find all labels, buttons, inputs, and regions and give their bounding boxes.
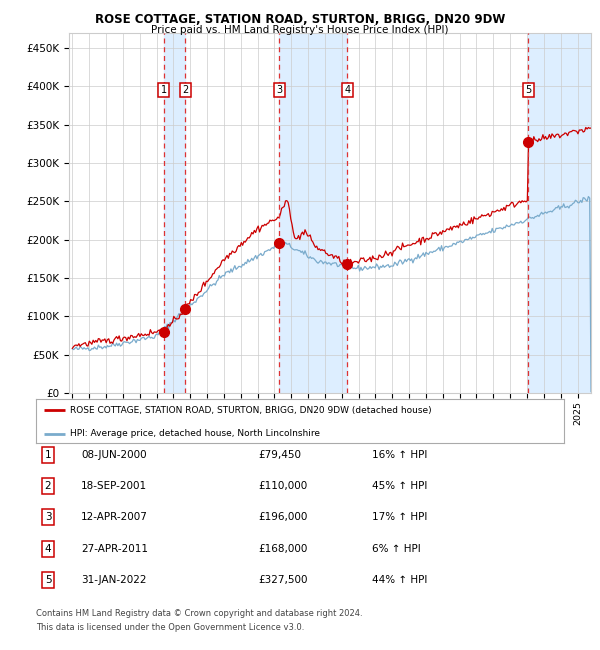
Text: Price paid vs. HM Land Registry's House Price Index (HPI): Price paid vs. HM Land Registry's House … bbox=[151, 25, 449, 34]
Text: 6% ↑ HPI: 6% ↑ HPI bbox=[372, 543, 421, 554]
Text: 31-JAN-2022: 31-JAN-2022 bbox=[81, 575, 146, 585]
Text: £327,500: £327,500 bbox=[258, 575, 308, 585]
Text: 18-SEP-2001: 18-SEP-2001 bbox=[81, 481, 147, 491]
Text: 3: 3 bbox=[44, 512, 52, 523]
Text: ROSE COTTAGE, STATION ROAD, STURTON, BRIGG, DN20 9DW: ROSE COTTAGE, STATION ROAD, STURTON, BRI… bbox=[95, 13, 505, 26]
Text: 1: 1 bbox=[44, 450, 52, 460]
Text: £79,450: £79,450 bbox=[258, 450, 301, 460]
Text: Contains HM Land Registry data © Crown copyright and database right 2024.: Contains HM Land Registry data © Crown c… bbox=[36, 608, 362, 618]
Text: 08-JUN-2000: 08-JUN-2000 bbox=[81, 450, 146, 460]
Text: £110,000: £110,000 bbox=[258, 481, 307, 491]
Text: 3: 3 bbox=[276, 85, 282, 95]
Text: £168,000: £168,000 bbox=[258, 543, 307, 554]
Bar bbox=[164, 32, 185, 393]
Text: 5: 5 bbox=[44, 575, 52, 585]
Text: 4: 4 bbox=[44, 543, 52, 554]
Text: 4: 4 bbox=[344, 85, 350, 95]
Text: 44% ↑ HPI: 44% ↑ HPI bbox=[372, 575, 427, 585]
Bar bbox=[529, 32, 591, 393]
Text: 1: 1 bbox=[161, 85, 167, 95]
Text: ROSE COTTAGE, STATION ROAD, STURTON, BRIGG, DN20 9DW (detached house): ROSE COTTAGE, STATION ROAD, STURTON, BRI… bbox=[70, 406, 432, 415]
Text: 27-APR-2011: 27-APR-2011 bbox=[81, 543, 148, 554]
Text: 17% ↑ HPI: 17% ↑ HPI bbox=[372, 512, 427, 523]
Text: 2: 2 bbox=[44, 481, 52, 491]
Text: 5: 5 bbox=[525, 85, 532, 95]
Text: 45% ↑ HPI: 45% ↑ HPI bbox=[372, 481, 427, 491]
Text: 2: 2 bbox=[182, 85, 188, 95]
Bar bbox=[279, 32, 347, 393]
Text: £196,000: £196,000 bbox=[258, 512, 307, 523]
Text: This data is licensed under the Open Government Licence v3.0.: This data is licensed under the Open Gov… bbox=[36, 623, 304, 632]
Text: 12-APR-2007: 12-APR-2007 bbox=[81, 512, 148, 523]
Text: 16% ↑ HPI: 16% ↑ HPI bbox=[372, 450, 427, 460]
Text: HPI: Average price, detached house, North Lincolnshire: HPI: Average price, detached house, Nort… bbox=[70, 429, 320, 438]
